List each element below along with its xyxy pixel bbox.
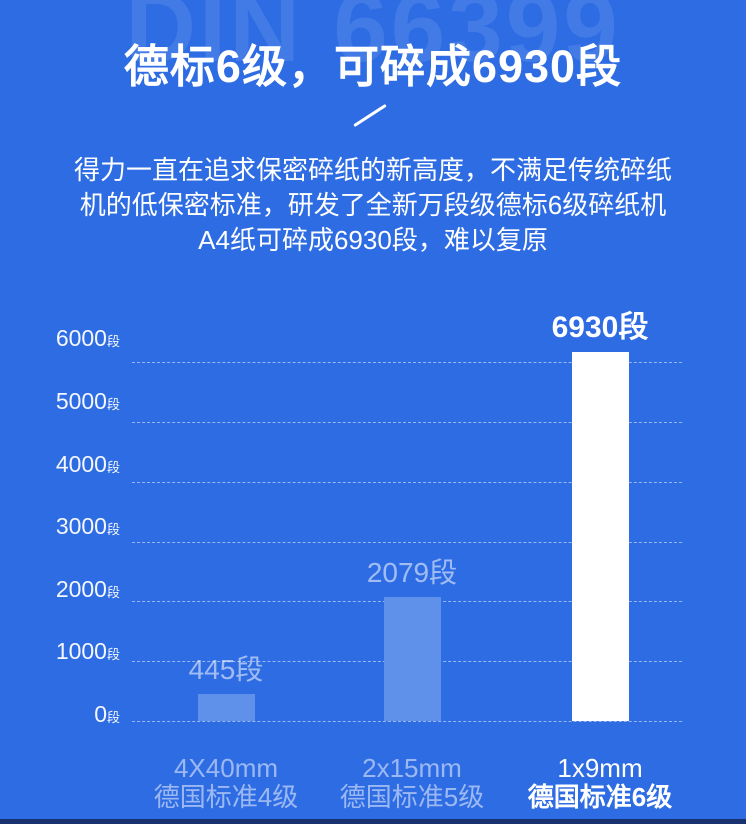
description-line: A4纸可碎成6930段，难以复原 <box>198 225 548 255</box>
description-line: 机的低保密标准，研发了全新万段级德标6级碎纸机 <box>79 190 667 220</box>
x-axis-label-standard: 德国标准5级 <box>339 782 485 812</box>
y-tick-unit: 段 <box>106 647 120 663</box>
x-axis-label-standard: 德国标准6级 <box>527 782 673 812</box>
y-tick-unit: 段 <box>106 459 120 475</box>
y-axis-tick: 3000段 <box>0 511 120 541</box>
y-tick-unit: 段 <box>106 334 120 350</box>
bar-value-label: 2079段 <box>366 556 458 588</box>
y-axis-tick: 0段 <box>0 699 120 729</box>
bar-value-label: 445段 <box>188 654 264 686</box>
y-tick-unit: 段 <box>106 397 120 412</box>
y-axis-tick: 6000段 <box>0 323 120 353</box>
gridline <box>132 721 682 722</box>
y-tick-value: 1000 <box>55 638 107 665</box>
y-tick-value: 0 <box>94 701 107 727</box>
x-axis-category: 1x9mm 德国标准6级 <box>485 753 715 812</box>
y-tick-value: 4000 <box>55 450 107 477</box>
y-tick-value: 6000 <box>55 325 107 352</box>
y-axis-tick: 1000段 <box>0 636 120 666</box>
y-tick-value: 3000 <box>55 513 107 540</box>
x-axis-label-size: 4X40mm <box>173 753 279 783</box>
x-axis-label-size: 2x15mm <box>362 753 462 783</box>
x-axis-label-size: 1x9mm <box>557 753 643 783</box>
description-line: 得力一直在追求保密碎纸的新高度，不满足传统碎纸 <box>73 155 672 185</box>
gridline <box>132 362 682 364</box>
y-tick-unit: 段 <box>106 710 120 725</box>
bar <box>571 352 629 721</box>
y-tick-unit: 段 <box>106 522 120 538</box>
gridline <box>132 541 682 543</box>
y-axis-tick: 2000段 <box>0 574 120 604</box>
y-tick-unit: 段 <box>106 584 120 600</box>
bar-value-label: 6930段 <box>551 311 649 344</box>
bar <box>383 596 441 721</box>
description-paragraph: 得力一直在追求保密碎纸的新高度，不满足传统碎纸 机的低保密标准，研发了全新万段级… <box>0 153 746 258</box>
x-axis-label-standard: 德国标准4级 <box>153 782 299 812</box>
y-tick-value: 5000 <box>55 388 107 414</box>
x-axis-category: 4X40mm 德国标准4级 <box>111 753 341 812</box>
y-axis-tick: 4000段 <box>0 449 120 479</box>
gridline <box>132 481 682 483</box>
footer-strip <box>0 819 746 824</box>
bar <box>197 694 255 721</box>
x-axis-category: 2x15mm 德国标准5级 <box>297 753 527 812</box>
y-axis-tick: 5000段 <box>0 386 120 416</box>
page-title: 德标6级，可碎成6930段 <box>123 41 623 92</box>
gridline <box>132 422 682 423</box>
din-66399-watermark: DIN 66399 <box>125 0 621 82</box>
y-tick-value: 2000 <box>55 575 107 602</box>
